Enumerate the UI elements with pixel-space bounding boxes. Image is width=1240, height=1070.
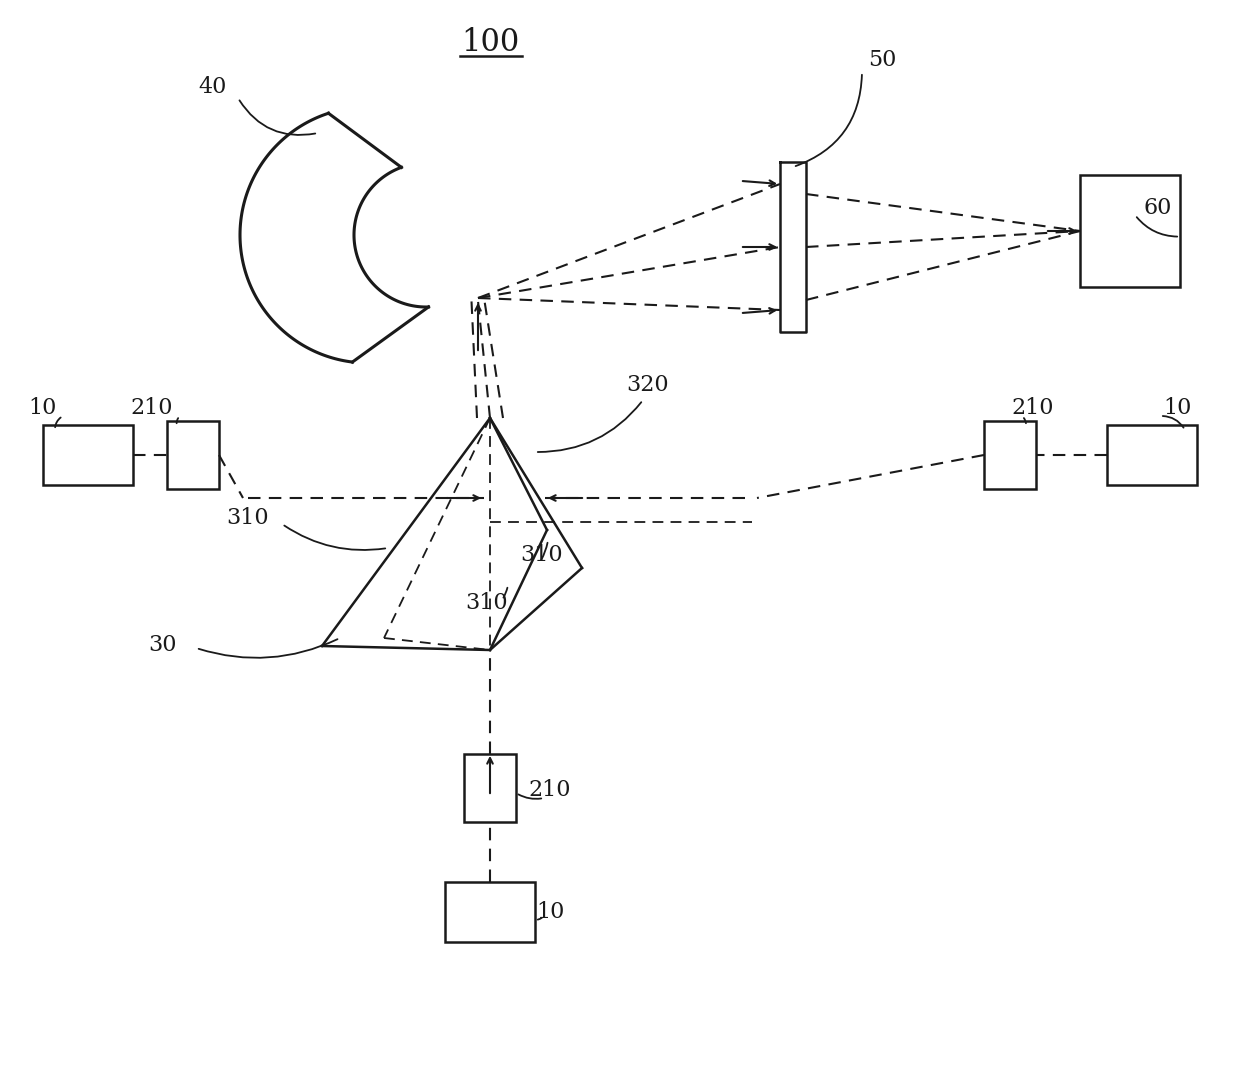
Bar xyxy=(1080,175,1180,287)
Bar xyxy=(167,421,219,489)
Text: 10: 10 xyxy=(27,397,56,419)
Text: 210: 210 xyxy=(528,779,572,801)
Text: 10: 10 xyxy=(536,901,564,923)
Bar xyxy=(464,754,516,822)
Bar xyxy=(43,425,133,485)
Bar xyxy=(985,421,1035,489)
Text: 10: 10 xyxy=(1164,397,1192,419)
Text: 100: 100 xyxy=(461,27,520,58)
Text: 30: 30 xyxy=(148,635,176,656)
Text: 210: 210 xyxy=(1012,397,1054,419)
Text: 50: 50 xyxy=(868,49,897,71)
Bar xyxy=(445,882,534,942)
Bar xyxy=(1107,425,1197,485)
Text: 210: 210 xyxy=(130,397,174,419)
Text: 310: 310 xyxy=(227,507,269,529)
Text: 320: 320 xyxy=(626,374,670,396)
Text: 40: 40 xyxy=(198,76,227,98)
Text: 310: 310 xyxy=(466,592,508,614)
Text: 60: 60 xyxy=(1143,197,1172,219)
Text: 310: 310 xyxy=(521,544,563,566)
